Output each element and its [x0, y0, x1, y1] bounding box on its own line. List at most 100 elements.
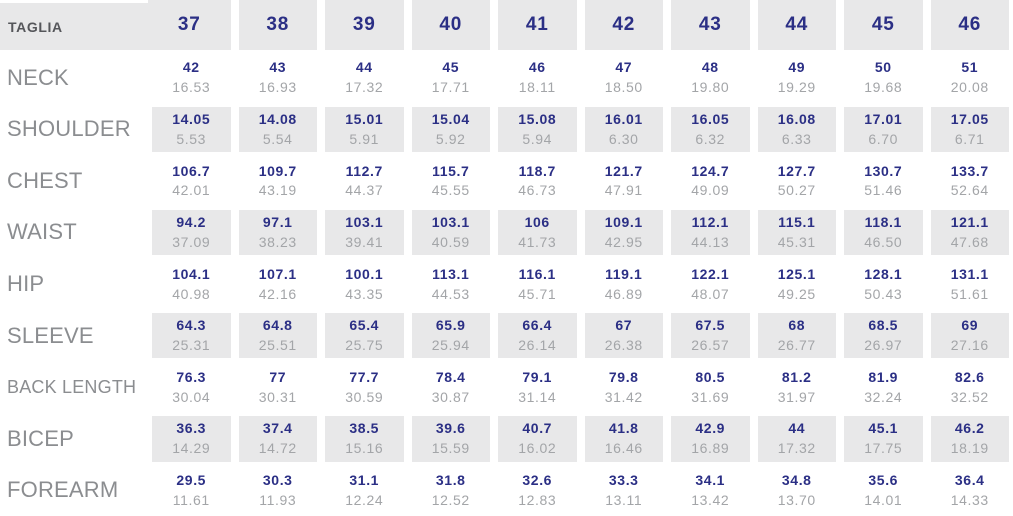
- inch-value: 6.32: [695, 130, 726, 147]
- cm-value: 41.8: [608, 420, 639, 437]
- inch-value: 26.57: [691, 337, 730, 354]
- row-label-cell: CHEST: [0, 155, 148, 207]
- measurement-cell: 14.05 5.53: [148, 104, 235, 156]
- measurement-cell-box: 33.3 13.11: [585, 468, 664, 514]
- inch-value: 46.89: [604, 285, 643, 302]
- cm-value: 121.7: [604, 162, 643, 179]
- measurement-cell-box: 82.6 32.52: [931, 364, 1010, 410]
- measurement-cell: 64.3 25.31: [148, 310, 235, 362]
- cm-value: 128.1: [864, 265, 903, 282]
- measurement-cell: 82.6 32.52: [927, 361, 1013, 413]
- measurement-cell-box: 64.8 25.51: [238, 312, 317, 359]
- inch-value: 12.24: [345, 491, 384, 508]
- size-header-value: 46: [958, 14, 982, 35]
- inch-value: 38.23: [258, 233, 297, 250]
- measurement-cell-box: 104.1 40.98: [152, 261, 231, 307]
- cm-value: 15.04: [431, 111, 470, 128]
- inch-value: 11.93: [259, 491, 297, 508]
- inch-value: 18.19: [950, 440, 989, 457]
- measurement-cell-box: 14.05 5.53: [152, 106, 231, 153]
- measurement-cell: 38.5 15.16: [321, 413, 408, 465]
- taglia-label: TAGLIA: [8, 18, 63, 35]
- measurement-cell-box: 45 17.71: [412, 55, 491, 101]
- inch-value: 31.97: [777, 388, 816, 405]
- measurement-cell: 30.3 11.93: [235, 465, 322, 516]
- measurement-cell-box: 40.7 16.02: [498, 415, 577, 462]
- measurement-cell-box: 124.7 49.09: [671, 158, 750, 204]
- cm-value: 30.3: [262, 471, 293, 488]
- inch-value: 25.94: [431, 337, 470, 354]
- measurement-cell-box: 67 26.38: [584, 312, 663, 359]
- cm-value: 44: [788, 420, 806, 437]
- row-label: NECK: [7, 64, 69, 90]
- cm-value: 97.1: [262, 214, 293, 231]
- measurement-cell: 81.2 31.97: [754, 361, 841, 413]
- measurement-cell-box: 106.7 42.01: [152, 158, 231, 204]
- cm-value: 34.8: [781, 471, 812, 488]
- cm-value: 113.1: [432, 265, 470, 282]
- measurement-cell: 94.2 37.09: [148, 207, 235, 259]
- measurement-cell: 33.3 13.11: [581, 465, 668, 516]
- measurement-cell: 16.01 6.30: [581, 104, 668, 156]
- measurement-cell: 40.7 16.02: [494, 413, 581, 465]
- cm-value: 124.7: [691, 162, 730, 179]
- measurement-cell-box: 118.1 46.50: [844, 209, 923, 256]
- cm-value: 14.05: [172, 111, 211, 128]
- measurement-row: HIP 104.1 40.98 107.1 42.16 100.1 43.35 113.1 44…: [0, 258, 1013, 310]
- measurement-cell-box: 103.1 39.41: [325, 209, 404, 256]
- cm-value: 17.05: [950, 111, 989, 128]
- inch-value: 26.38: [604, 337, 643, 354]
- measurement-cell: 15.08 5.94: [494, 104, 581, 156]
- cm-value: 44: [355, 59, 373, 76]
- measurement-cell: 46 18.11: [494, 52, 581, 104]
- inch-value: 5.54: [262, 130, 293, 147]
- measurement-cell-box: 17.05 6.71: [930, 106, 1009, 153]
- cm-value: 38.5: [349, 420, 380, 437]
- row-label-cell: SHOULDER: [0, 104, 148, 156]
- measurement-cell-box: 47 18.50: [585, 55, 664, 101]
- measurement-cell-box: 68.5 26.97: [844, 312, 923, 359]
- cm-value: 77.7: [349, 368, 380, 385]
- inch-value: 51.61: [950, 285, 989, 302]
- inch-value: 46.50: [864, 233, 903, 250]
- row-label: HIP: [7, 271, 45, 297]
- measurement-cell-box: 46 18.11: [498, 55, 577, 101]
- measurement-cell-box: 34.1 13.42: [671, 468, 750, 514]
- measurement-cell-box: 100.1 43.35: [325, 261, 404, 307]
- cm-value: 66.4: [522, 317, 553, 334]
- measurement-cell: 66.4 26.14: [494, 310, 581, 362]
- measurement-cell-box: 128.1 50.43: [844, 261, 923, 307]
- cm-value: 40.7: [522, 420, 553, 437]
- cm-value: 64.3: [176, 317, 207, 334]
- inch-value: 32.24: [864, 388, 903, 405]
- measurement-cell: 80.5 31.69: [667, 361, 754, 413]
- measurement-cell-box: 125.1 49.25: [758, 261, 837, 307]
- cm-value: 50: [874, 59, 892, 76]
- cm-value: 29.5: [176, 471, 207, 488]
- row-label: SLEEVE: [7, 322, 94, 348]
- measurement-cell-box: 80.5 31.69: [671, 364, 750, 410]
- cm-value: 122.1: [691, 265, 730, 282]
- size-header-value: 38: [266, 14, 290, 35]
- inch-value: 11.61: [172, 491, 210, 508]
- inch-value: 39.41: [345, 233, 384, 250]
- measurement-cell: 68 26.77: [754, 310, 841, 362]
- measurement-cell-box: 65.9 25.94: [411, 312, 490, 359]
- size-header-cell: 46: [927, 0, 1013, 52]
- measurement-cell-box: 16.01 6.30: [584, 106, 663, 153]
- inch-value: 42.95: [604, 233, 643, 250]
- measurement-cell: 42.9 16.89: [667, 413, 754, 465]
- measurement-cell-box: 51 20.08: [931, 55, 1010, 101]
- inch-value: 47.68: [950, 233, 989, 250]
- measurement-cell: 128.1 50.43: [840, 258, 927, 310]
- measurement-cell: 44 17.32: [754, 413, 841, 465]
- cm-value: 79.1: [522, 368, 553, 385]
- cm-value: 118.7: [518, 162, 556, 179]
- measurement-cell: 17.05 6.71: [927, 104, 1013, 156]
- cm-value: 68.5: [868, 317, 899, 334]
- cm-value: 82.6: [954, 368, 985, 385]
- cm-value: 79.8: [608, 368, 639, 385]
- cm-value: 103.1: [345, 214, 384, 231]
- cm-value: 65.4: [349, 317, 380, 334]
- measurement-cell-box: 37.4 14.72: [238, 415, 317, 462]
